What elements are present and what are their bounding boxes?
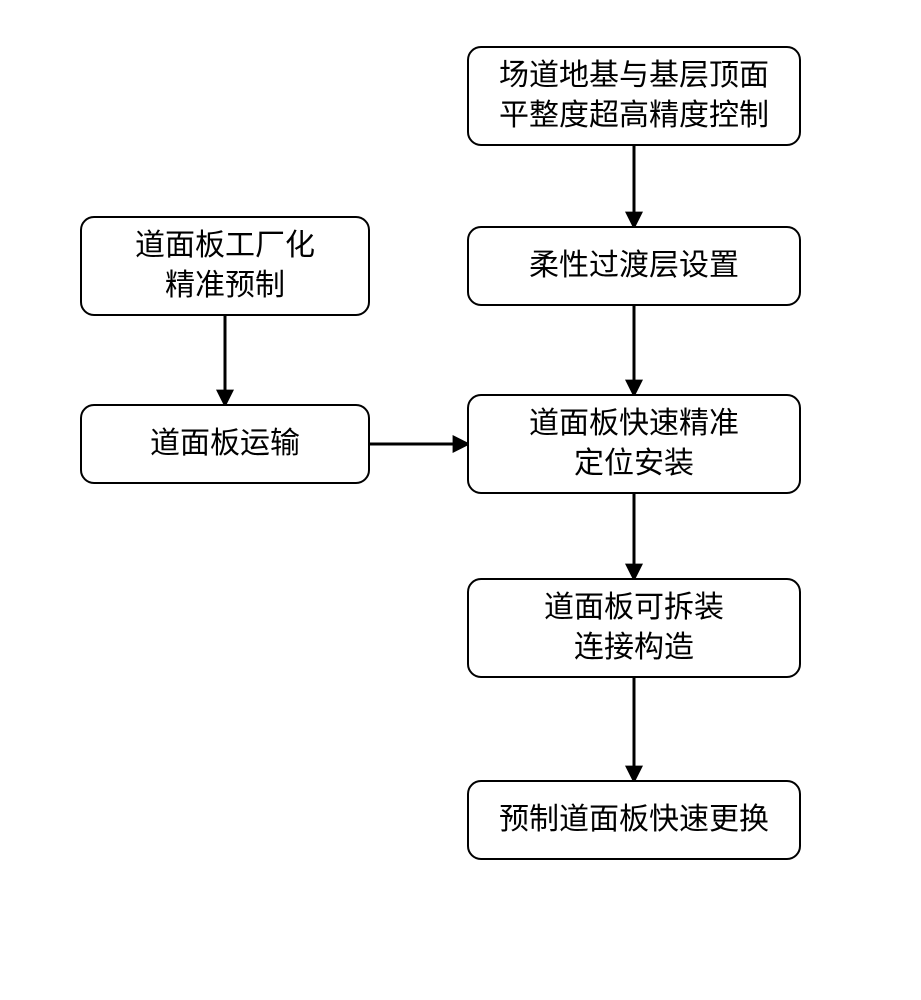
flowchart-node: 道面板运输 [80, 404, 370, 484]
flowchart-node: 场道地基与基层顶面 平整度超高精度控制 [467, 46, 801, 146]
flowchart-node-label: 预制道面板快速更换 [499, 800, 769, 841]
flowchart-node-label: 道面板快速精准 定位安装 [529, 404, 739, 485]
flowchart-node-label: 道面板工厂化 精准预制 [135, 226, 315, 307]
flowchart-node: 预制道面板快速更换 [467, 780, 801, 860]
flowchart-node: 道面板快速精准 定位安装 [467, 394, 801, 494]
flowchart-node: 道面板可拆装 连接构造 [467, 578, 801, 678]
flowchart-node-label: 道面板可拆装 连接构造 [544, 588, 724, 669]
flowchart-node: 道面板工厂化 精准预制 [80, 216, 370, 316]
flowchart-node-label: 柔性过渡层设置 [529, 246, 739, 287]
flowchart-node: 柔性过渡层设置 [467, 226, 801, 306]
flowchart-node-label: 道面板运输 [150, 424, 300, 465]
flowchart-node-label: 场道地基与基层顶面 平整度超高精度控制 [499, 56, 769, 137]
